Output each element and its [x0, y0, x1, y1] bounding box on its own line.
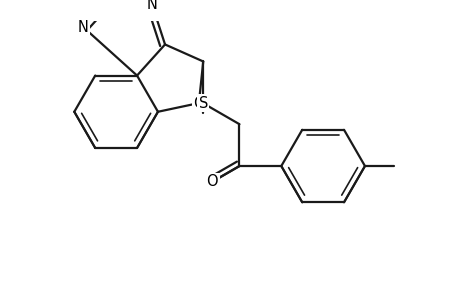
Text: O: O	[206, 174, 218, 189]
Text: N: N	[78, 20, 89, 34]
Text: S: S	[198, 96, 207, 111]
Text: O: O	[193, 96, 204, 111]
Text: N: N	[146, 0, 157, 12]
